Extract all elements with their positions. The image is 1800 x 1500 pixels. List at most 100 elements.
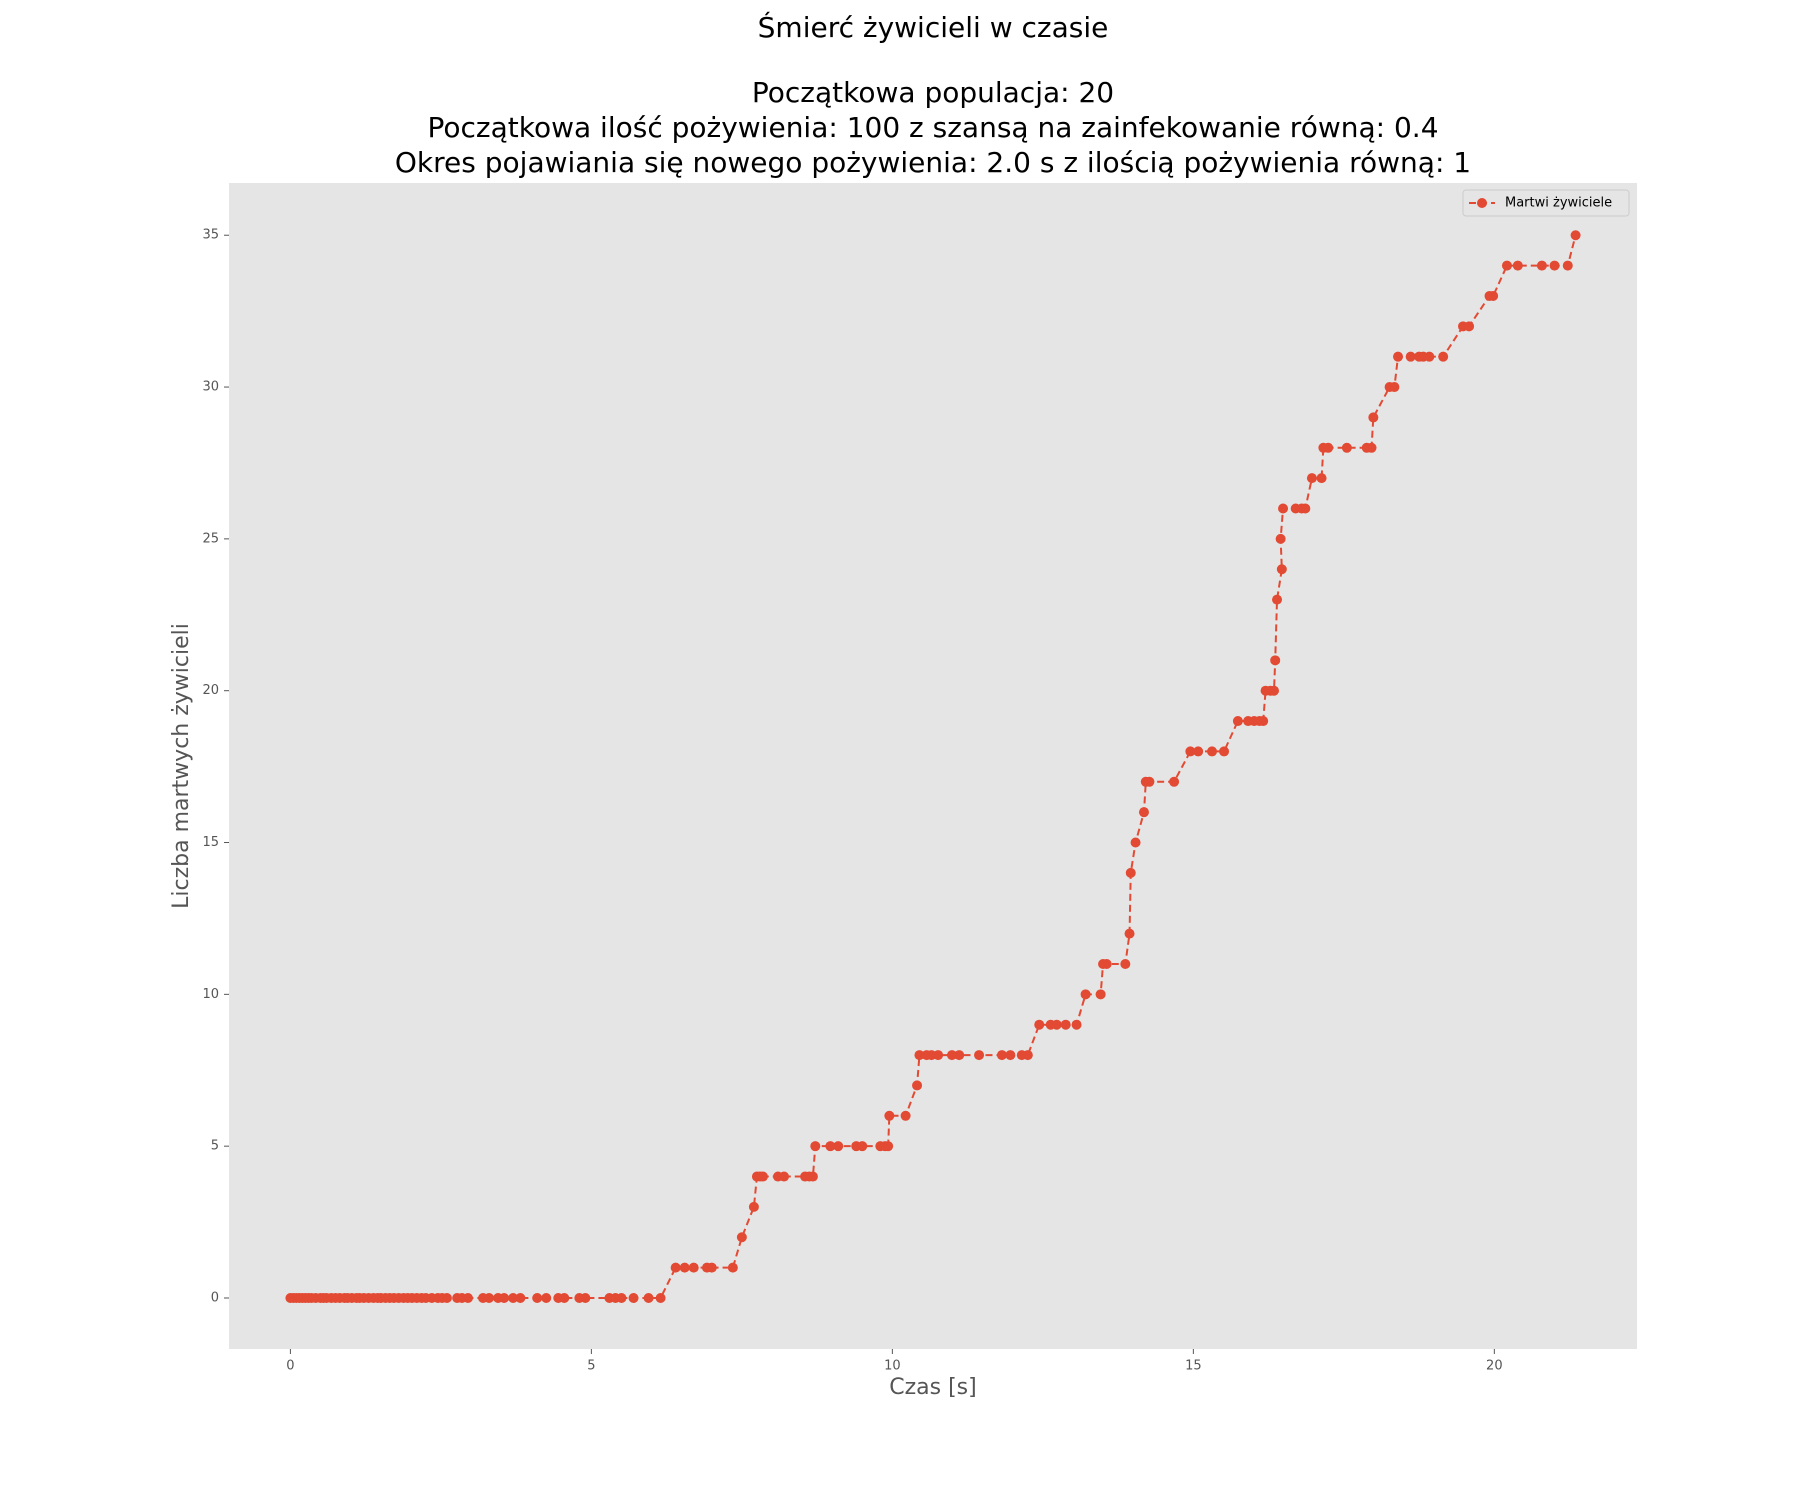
chart-subtitle: Okres pojawiania się nowego pożywienia: …: [395, 146, 1471, 179]
data-point: [1124, 928, 1135, 939]
data-point: [857, 1141, 868, 1152]
data-point: [1120, 958, 1131, 969]
data-point: [1278, 503, 1289, 514]
data-point: [1125, 867, 1136, 878]
data-point: [1138, 807, 1149, 818]
data-point: [807, 1171, 818, 1182]
data-point: [643, 1292, 654, 1303]
data-point: [1207, 746, 1218, 757]
data-point: [1232, 716, 1243, 727]
y-tick-label: 20: [202, 683, 219, 698]
data-point: [1341, 442, 1352, 453]
data-point: [508, 1292, 519, 1303]
data-point: [1438, 351, 1449, 362]
data-point: [616, 1292, 627, 1303]
chart-title: Śmierć żywicieli w czasie: [758, 10, 1109, 44]
y-tick-label: 35: [202, 228, 219, 243]
chart-subtitle: Początkowa ilość pożywienia: 100 z szans…: [427, 111, 1438, 144]
data-point: [706, 1262, 717, 1273]
data-point: [1424, 351, 1435, 362]
data-point: [1095, 989, 1106, 1000]
data-point: [1130, 837, 1141, 848]
data-point: [441, 1292, 452, 1303]
x-tick-label: 15: [1185, 1359, 1202, 1374]
data-point: [1258, 716, 1269, 727]
data-point: [1549, 260, 1560, 271]
data-point: [884, 1110, 895, 1121]
data-point: [779, 1171, 790, 1182]
data-point: [1368, 412, 1379, 423]
data-point: [1306, 473, 1317, 484]
data-point: [1005, 1050, 1016, 1061]
data-point: [580, 1292, 591, 1303]
data-point: [1562, 260, 1573, 271]
data-point: [1323, 442, 1334, 453]
data-point: [1144, 776, 1155, 787]
data-point: [484, 1292, 495, 1303]
data-point: [1270, 655, 1281, 666]
x-tick-label: 0: [286, 1359, 294, 1374]
data-point: [954, 1050, 965, 1061]
data-point: [1488, 290, 1499, 301]
chart-subtitle: Początkowa populacja: 20: [752, 76, 1114, 109]
data-point: [1275, 533, 1286, 544]
data-point: [736, 1232, 747, 1243]
data-point: [1570, 230, 1581, 241]
data-point: [679, 1262, 690, 1273]
data-point: [1512, 260, 1523, 271]
data-point: [1071, 1019, 1082, 1030]
data-point: [1080, 989, 1091, 1000]
data-point: [1464, 321, 1475, 332]
data-point: [532, 1292, 543, 1303]
legend-swatch: [1477, 198, 1487, 208]
data-point: [748, 1201, 759, 1212]
data-point: [727, 1262, 738, 1273]
data-point: [1219, 746, 1230, 757]
data-point: [1276, 564, 1287, 575]
data-point: [559, 1292, 570, 1303]
data-point: [1389, 382, 1400, 393]
y-tick-label: 30: [202, 380, 219, 395]
data-point: [1051, 1019, 1062, 1030]
data-point: [1169, 776, 1180, 787]
data-point: [883, 1141, 894, 1152]
y-axis-label: Liczba martwych żywicieli: [169, 623, 194, 909]
y-tick-label: 5: [211, 1139, 219, 1154]
x-tick-label: 20: [1486, 1359, 1503, 1374]
x-tick-label: 5: [587, 1359, 595, 1374]
x-axis-label: Czas [s]: [889, 1375, 976, 1400]
data-point: [1300, 503, 1311, 514]
data-point: [912, 1080, 923, 1091]
data-point: [933, 1050, 944, 1061]
data-point: [810, 1141, 821, 1152]
data-point: [541, 1292, 552, 1303]
y-tick-label: 10: [202, 987, 219, 1002]
data-point: [914, 1050, 925, 1061]
data-point: [1501, 260, 1512, 271]
y-tick-label: 25: [202, 531, 219, 546]
data-point: [655, 1292, 666, 1303]
data-point: [1316, 473, 1327, 484]
x-tick-label: 10: [884, 1359, 901, 1374]
data-point: [628, 1292, 639, 1303]
data-point: [1193, 746, 1204, 757]
data-point: [1185, 746, 1196, 757]
data-point: [1366, 442, 1377, 453]
data-point: [688, 1262, 699, 1273]
data-point: [946, 1050, 957, 1061]
data-point: [825, 1141, 836, 1152]
data-point: [1034, 1019, 1045, 1030]
y-tick-label: 0: [211, 1290, 219, 1305]
y-tick-label: 15: [202, 835, 219, 850]
data-point: [1393, 351, 1404, 362]
data-point: [515, 1292, 526, 1303]
data-point: [757, 1171, 768, 1182]
data-point: [670, 1262, 681, 1273]
data-point: [1022, 1050, 1033, 1061]
data-point: [1101, 958, 1112, 969]
legend-box: [1462, 189, 1630, 217]
legend-label: Martwi żywiciele: [1505, 196, 1612, 211]
data-point: [1405, 351, 1416, 362]
data-point: [499, 1292, 510, 1303]
